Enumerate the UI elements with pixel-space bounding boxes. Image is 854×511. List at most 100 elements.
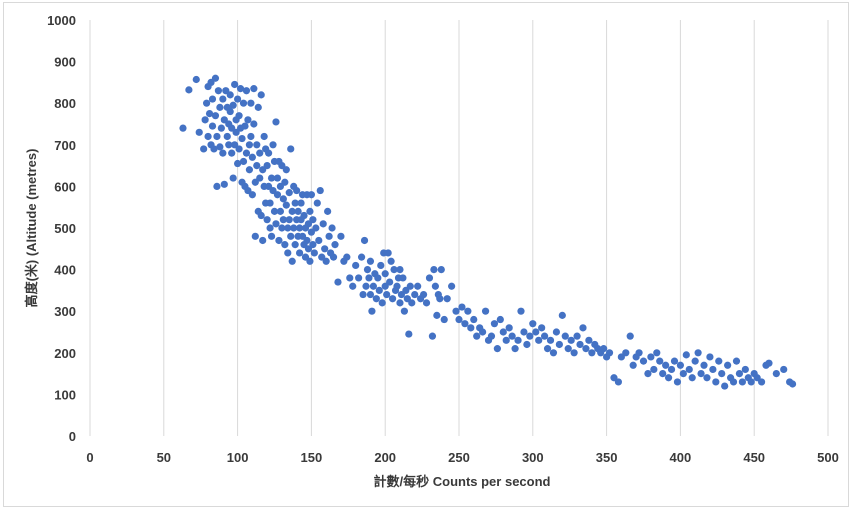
data-point: [357, 253, 366, 261]
data-point: [192, 75, 200, 84]
data-point: [635, 349, 643, 357]
data-point: [360, 236, 369, 245]
data-point: [493, 345, 501, 353]
data-point: [285, 189, 293, 197]
data-point: [682, 351, 690, 359]
y-tick-label: 400: [54, 263, 76, 278]
gridlines: [89, 20, 829, 436]
data-point: [555, 340, 563, 349]
data-point: [718, 370, 726, 378]
data-point: [576, 340, 584, 349]
data-point: [622, 349, 630, 357]
data-point: [204, 132, 212, 141]
data-point: [676, 361, 685, 369]
data-point: [408, 299, 416, 307]
data-point: [234, 159, 242, 168]
data-point: [279, 216, 287, 224]
x-tick-label: 300: [522, 450, 544, 465]
data-point: [313, 199, 321, 207]
data-point: [372, 295, 380, 303]
data-point: [757, 378, 766, 386]
data-point: [626, 332, 634, 340]
data-point: [541, 332, 549, 340]
y-tick-label: 800: [54, 96, 76, 111]
data-point: [352, 261, 360, 270]
data-point: [247, 99, 255, 107]
data-point: [659, 370, 667, 378]
data-point: [270, 207, 279, 215]
data-point: [558, 311, 566, 319]
data-point: [362, 282, 370, 290]
data-point: [226, 91, 234, 99]
data-point: [276, 207, 285, 215]
data-point: [281, 178, 289, 186]
data-point: [656, 357, 664, 365]
data-point: [242, 149, 251, 157]
data-point: [239, 99, 248, 107]
data-point: [324, 207, 332, 215]
data-point: [220, 180, 228, 188]
data-point: [529, 320, 537, 328]
data-point: [201, 116, 209, 124]
data-point: [278, 224, 286, 232]
data-point: [490, 320, 499, 328]
data-point: [312, 224, 320, 232]
data-point: [306, 257, 314, 265]
data-point: [481, 307, 490, 315]
y-tick-label: 1000: [47, 13, 76, 28]
data-point: [443, 295, 451, 303]
data-point: [715, 357, 723, 365]
data-point: [688, 374, 696, 382]
data-point: [307, 191, 315, 199]
data-point: [437, 266, 445, 274]
data-point: [724, 361, 732, 369]
data-point: [706, 353, 714, 361]
data-point: [396, 266, 404, 274]
data-point: [211, 74, 220, 82]
data-point: [328, 224, 336, 232]
data-point: [251, 232, 259, 240]
data-point: [511, 345, 519, 353]
data-point: [721, 382, 729, 390]
data-point: [406, 282, 414, 290]
x-tick-label: 50: [157, 450, 171, 465]
data-point: [253, 141, 261, 149]
x-tick-label: 250: [448, 450, 470, 465]
data-point: [579, 324, 587, 332]
y-tick-label: 0: [69, 429, 76, 444]
data-point: [535, 336, 543, 344]
data-point: [729, 378, 738, 386]
data-point: [291, 241, 299, 249]
data-point: [377, 261, 385, 270]
data-point: [735, 370, 744, 378]
data-point: [543, 345, 552, 353]
y-tick-label: 900: [54, 55, 76, 70]
data-point: [235, 145, 243, 153]
data-point: [238, 134, 246, 143]
data-point: [455, 315, 463, 324]
data-point: [411, 290, 419, 299]
data-point: [508, 332, 516, 340]
data-point: [208, 95, 217, 103]
data-point: [315, 236, 323, 245]
data-point: [363, 266, 372, 274]
data-point: [306, 207, 314, 215]
data-point: [245, 141, 254, 149]
data-point: [331, 241, 339, 249]
data-point: [211, 112, 220, 120]
data-point: [709, 365, 717, 374]
data-point: [369, 282, 377, 290]
data-point: [679, 370, 687, 378]
data-point: [242, 87, 251, 95]
data-point: [532, 328, 540, 336]
data-point: [229, 101, 237, 109]
data-point: [287, 232, 295, 240]
data-point: [259, 236, 267, 245]
data-point: [388, 295, 397, 303]
data-point: [393, 282, 401, 290]
data-point: [461, 320, 469, 328]
data-point: [467, 324, 475, 332]
data-point: [263, 216, 271, 224]
data-point: [256, 149, 264, 157]
data-point: [203, 99, 211, 107]
